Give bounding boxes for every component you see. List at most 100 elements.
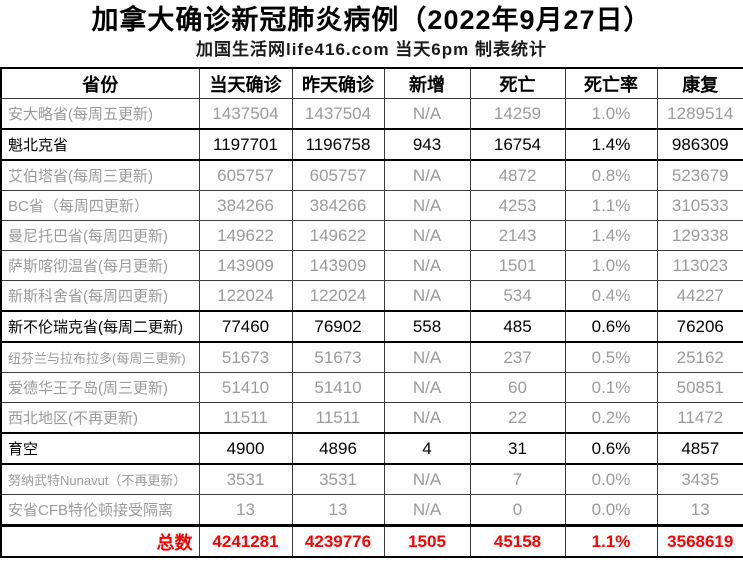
death-rate-cell: 0.0%	[564, 463, 658, 495]
total-new-cases-cell: 1505	[383, 524, 471, 558]
col-header-new-cases: 新增	[383, 67, 471, 99]
death-rate-cell: 0.5%	[564, 341, 658, 373]
province-cell: 安省CFB特伦顿接受隔离	[0, 494, 200, 526]
deaths-cell: 31	[469, 432, 566, 465]
deaths-cell: 2143	[469, 220, 566, 251]
new-cases-cell: 558	[383, 310, 471, 343]
deaths-cell: 22	[469, 402, 566, 434]
deaths-cell: 7	[469, 463, 566, 495]
table-row: 育空 4900 4896 4 31 0.6% 4857	[0, 432, 743, 465]
yesterday-cell: 122024	[291, 280, 385, 312]
yesterday-cell: 1437504	[291, 98, 385, 130]
recovered-cell: 113023	[656, 250, 743, 281]
new-cases-cell: N/A	[383, 494, 471, 526]
recovered-cell: 1289514	[656, 98, 743, 130]
total-death-rate-cell: 1.1%	[564, 524, 658, 558]
today-cell: 77460	[198, 310, 293, 343]
today-cell: 51673	[198, 341, 293, 373]
new-cases-cell: N/A	[383, 220, 471, 251]
deaths-cell: 0	[469, 494, 566, 526]
new-cases-cell: N/A	[383, 341, 471, 373]
deaths-cell: 4253	[469, 190, 566, 221]
header-row: 省份 当天确诊 昨天确诊 新增 死亡 死亡率 康复	[0, 67, 743, 99]
new-cases-cell: N/A	[383, 372, 471, 403]
new-cases-cell: N/A	[383, 190, 471, 221]
death-rate-cell: 0.6%	[564, 310, 658, 343]
today-cell: 1197701	[198, 128, 293, 161]
province-cell: 新斯科舍省(每周四更新)	[0, 280, 200, 312]
new-cases-cell: 943	[383, 128, 471, 161]
yesterday-cell: 76902	[291, 310, 385, 343]
total-recovered-cell: 3568619	[656, 524, 743, 558]
recovered-cell: 986309	[656, 128, 743, 161]
table-row: 努纳武特Nunavut（不再更新） 3531 3531 N/A 7 0.0% 3435	[0, 463, 743, 495]
today-cell: 51410	[198, 372, 293, 403]
death-rate-cell: 0.8%	[564, 159, 658, 191]
death-rate-cell: 0.0%	[564, 494, 658, 526]
yesterday-cell: 13	[291, 494, 385, 526]
today-cell: 384266	[198, 190, 293, 221]
recovered-cell: 310533	[656, 190, 743, 221]
table-row: 新斯科舍省(每周四更新) 122024 122024 N/A 534 0.4% 44227	[0, 280, 743, 312]
province-cell: 安大略省(每周五更新)	[0, 98, 200, 130]
province-cell: 萨斯喀彻温省(每月更新)	[0, 250, 200, 281]
col-header-deaths: 死亡	[469, 67, 566, 99]
covid-table: 省份 当天确诊 昨天确诊 新增 死亡 死亡率 康复 安大略省(每周五更新) 143…	[0, 67, 743, 558]
deaths-cell: 14259	[469, 98, 566, 130]
new-cases-cell: N/A	[383, 463, 471, 495]
province-cell: 曼尼托巴省(每周四更新)	[0, 220, 200, 251]
new-cases-cell: 4	[383, 432, 471, 465]
today-cell: 3531	[198, 463, 293, 495]
province-cell: 新不伦瑞克省(每周二更新)	[0, 310, 200, 343]
today-cell: 4900	[198, 432, 293, 465]
recovered-cell: 13	[656, 494, 743, 526]
deaths-cell: 534	[469, 280, 566, 312]
table-body: 安大略省(每周五更新) 1437504 1437504 N/A 14259 1.0% 128…	[0, 98, 743, 526]
deaths-cell: 16754	[469, 128, 566, 161]
new-cases-cell: N/A	[383, 250, 471, 281]
province-cell: 纽芬兰与拉布拉多(每周三更新)	[0, 341, 200, 373]
recovered-cell: 44227	[656, 280, 743, 312]
today-cell: 122024	[198, 280, 293, 312]
table-row: 曼尼托巴省(每周四更新) 149622 149622 N/A 2143 1.4% 12933…	[0, 220, 743, 251]
deaths-cell: 4872	[469, 159, 566, 191]
death-rate-cell: 0.1%	[564, 372, 658, 403]
death-rate-cell: 1.4%	[564, 128, 658, 161]
col-header-recovered: 康复	[656, 67, 743, 99]
death-rate-cell: 1.1%	[564, 190, 658, 221]
yesterday-cell: 11511	[291, 402, 385, 434]
table-row: 新不伦瑞克省(每周二更新) 77460 76902 558 485 0.6% 76206	[0, 310, 743, 343]
today-cell: 143909	[198, 250, 293, 281]
province-cell: 育空	[0, 432, 200, 465]
total-row: 总数 4241281 4239776 1505 45158 1.1% 35686…	[0, 524, 743, 558]
yesterday-cell: 149622	[291, 220, 385, 251]
col-header-province: 省份	[0, 67, 200, 99]
new-cases-cell: N/A	[383, 159, 471, 191]
recovered-cell: 129338	[656, 220, 743, 251]
table-row: 西北地区(不再更新) 11511 11511 N/A 22 0.2% 11472	[0, 402, 743, 434]
deaths-cell: 485	[469, 310, 566, 343]
today-cell: 13	[198, 494, 293, 526]
new-cases-cell: N/A	[383, 402, 471, 434]
death-rate-cell: 1.4%	[564, 220, 658, 251]
total-today-cell: 4241281	[198, 524, 293, 558]
recovered-cell: 3435	[656, 463, 743, 495]
table-row: 萨斯喀彻温省(每月更新) 143909 143909 N/A 1501 1.0% 11302…	[0, 250, 743, 281]
deaths-cell: 237	[469, 341, 566, 373]
deaths-cell: 60	[469, 372, 566, 403]
table-row: 安省CFB特伦顿接受隔离 13 13 N/A 0 0.0% 13	[0, 494, 743, 526]
yesterday-cell: 51673	[291, 341, 385, 373]
table-row: 爱德华王子岛(周三更新) 51410 51410 N/A 60 0.1% 50851	[0, 372, 743, 403]
death-rate-cell: 1.0%	[564, 98, 658, 130]
recovered-cell: 523679	[656, 159, 743, 191]
today-cell: 11511	[198, 402, 293, 434]
province-cell: 爱德华王子岛(周三更新)	[0, 372, 200, 403]
total-yesterday-cell: 4239776	[291, 524, 385, 558]
yesterday-cell: 384266	[291, 190, 385, 221]
province-cell: 艾伯塔省(每周三更新)	[0, 159, 200, 191]
table-row: 魁北克省 1197701 1196758 943 16754 1.4% 986309	[0, 128, 743, 161]
new-cases-cell: N/A	[383, 280, 471, 312]
recovered-cell: 76206	[656, 310, 743, 343]
death-rate-cell: 0.4%	[564, 280, 658, 312]
today-cell: 149622	[198, 220, 293, 251]
